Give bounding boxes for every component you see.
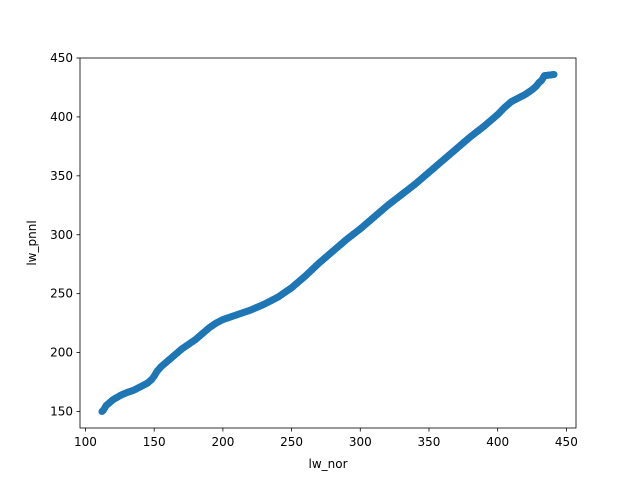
y-tick-label: 250 bbox=[50, 287, 73, 301]
x-tick-label: 450 bbox=[555, 435, 578, 449]
x-tick-label: 100 bbox=[74, 435, 97, 449]
x-axis-ticks: 100 150 200 250 300 350 400 450 bbox=[74, 428, 578, 449]
y-tick-label: 450 bbox=[50, 51, 73, 65]
y-axis-ticks: 150 200 250 300 350 400 450 bbox=[50, 51, 80, 419]
x-tick-label: 400 bbox=[486, 435, 509, 449]
y-tick-label: 200 bbox=[50, 346, 73, 360]
x-tick-label: 200 bbox=[211, 435, 234, 449]
x-axis-label: lw_nor bbox=[308, 457, 347, 471]
y-tick-label: 350 bbox=[50, 169, 73, 183]
x-tick-label: 250 bbox=[280, 435, 303, 449]
x-tick-label: 150 bbox=[143, 435, 166, 449]
y-tick-label: 150 bbox=[50, 405, 73, 419]
y-axis-label: lw_pnnl bbox=[25, 220, 39, 265]
data-point bbox=[550, 71, 558, 78]
data-points bbox=[98, 71, 558, 415]
x-tick-label: 300 bbox=[349, 435, 372, 449]
y-tick-label: 300 bbox=[50, 228, 73, 242]
x-tick-label: 350 bbox=[418, 435, 441, 449]
y-tick-label: 400 bbox=[50, 110, 73, 124]
plot-frame bbox=[79, 57, 577, 429]
